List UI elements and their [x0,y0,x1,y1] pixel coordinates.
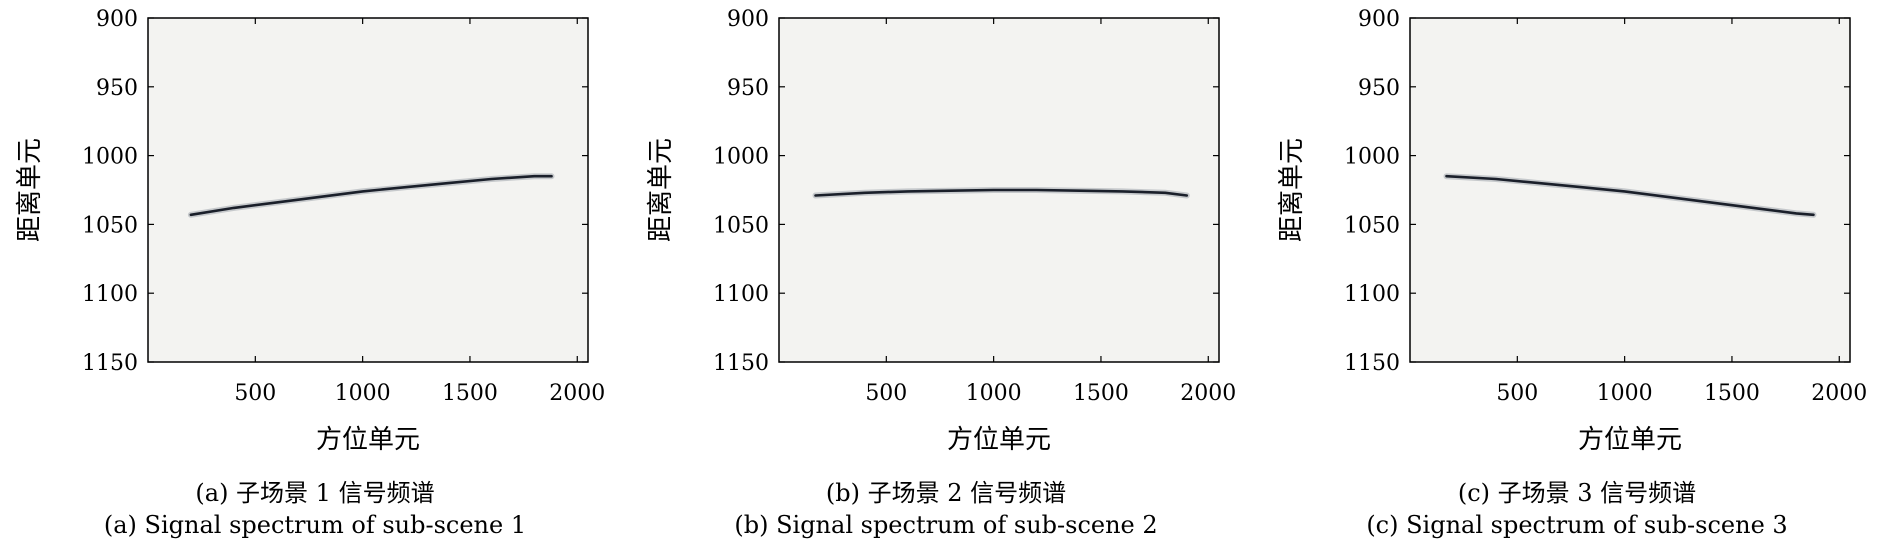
y-tick-label: 900 [1358,7,1400,32]
y-tick-label: 1050 [713,213,769,238]
signal-line [189,174,553,217]
x-tick-label: 2000 [1811,381,1867,406]
x-tick-label: 500 [234,381,276,406]
x-tick-label: 1500 [442,381,498,406]
x-tick-label: 1000 [966,381,1022,406]
plot-frame [778,17,1220,363]
x-tick-label: 500 [865,381,907,406]
caption-cn: (c) 子场景 3 信号频谱 [1457,479,1697,507]
y-tick-label: 950 [727,76,769,101]
chart-a: 500 1000 1500 2000 900 950 1000 1050 1100 1150 方位单… [15,7,605,455]
caption-en: (c) Signal spectrum of sub-scene 3 [1366,511,1788,539]
caption-cn: (b) 子场景 2 信号频谱 [825,479,1067,507]
x-tick-label: 1500 [1073,381,1129,406]
signal-line [1445,174,1815,217]
x-axis-label: 方位单元 [947,425,1051,455]
y-tick-label: 1150 [713,351,769,376]
y-tick-label: 1150 [1344,351,1400,376]
caption-en: (a) Signal spectrum of sub-scene 1 [103,511,527,539]
y-tick-label: 950 [1358,76,1400,101]
chart-panel-a: 500 1000 1500 2000 900 950 1000 1050 1100 1150 方位单… [0,0,630,546]
x-tick-label: 2000 [549,381,605,406]
chart-b: 500 1000 1500 2000 900 950 1000 1050 1100 1150 方位单… [646,7,1236,455]
y-tick-label: 1100 [82,282,138,307]
y-tick-label: 1000 [82,145,138,170]
y-tick-label: 1050 [82,213,138,238]
y-tick-label: 900 [96,7,138,32]
y-tick-label: 1150 [82,351,138,376]
y-tick-label: 1000 [1344,145,1400,170]
x-axis-label: 方位单元 [1578,425,1682,455]
y-tick-label: 1100 [1344,282,1400,307]
x-axis-label: 方位单元 [316,425,420,455]
caption-cn: (a) 子场景 1 信号频谱 [195,479,435,507]
plot-frame [147,17,589,363]
x-tick-label: 2000 [1180,381,1236,406]
y-tick-label: 900 [727,7,769,32]
chart-panel-b: 500 1000 1500 2000 900 950 1000 1050 1100 1150 方位单… [631,0,1261,546]
signal-line [814,188,1189,197]
x-tick-label: 1000 [1597,381,1653,406]
x-tick-label: 1000 [335,381,391,406]
x-tick-label: 500 [1496,381,1538,406]
y-tick-label: 1050 [1344,213,1400,238]
y-tick-label: 950 [96,76,138,101]
chart-c: 500 1000 1500 2000 900 950 1000 1050 1100 1150 方位单… [1277,7,1867,455]
y-axis-label: 距离单元 [646,138,676,242]
caption-en: (b) Signal spectrum of sub-scene 2 [734,511,1158,539]
y-tick-label: 1100 [713,282,769,307]
y-axis-label: 距离单元 [15,138,45,242]
y-axis-label: 距离单元 [1277,138,1307,242]
y-tick-label: 1000 [713,145,769,170]
plot-frame [1409,17,1851,363]
x-tick-label: 1500 [1704,381,1760,406]
chart-panel-c: 500 1000 1500 2000 900 950 1000 1050 1100 1150 方位单… [1262,0,1892,546]
